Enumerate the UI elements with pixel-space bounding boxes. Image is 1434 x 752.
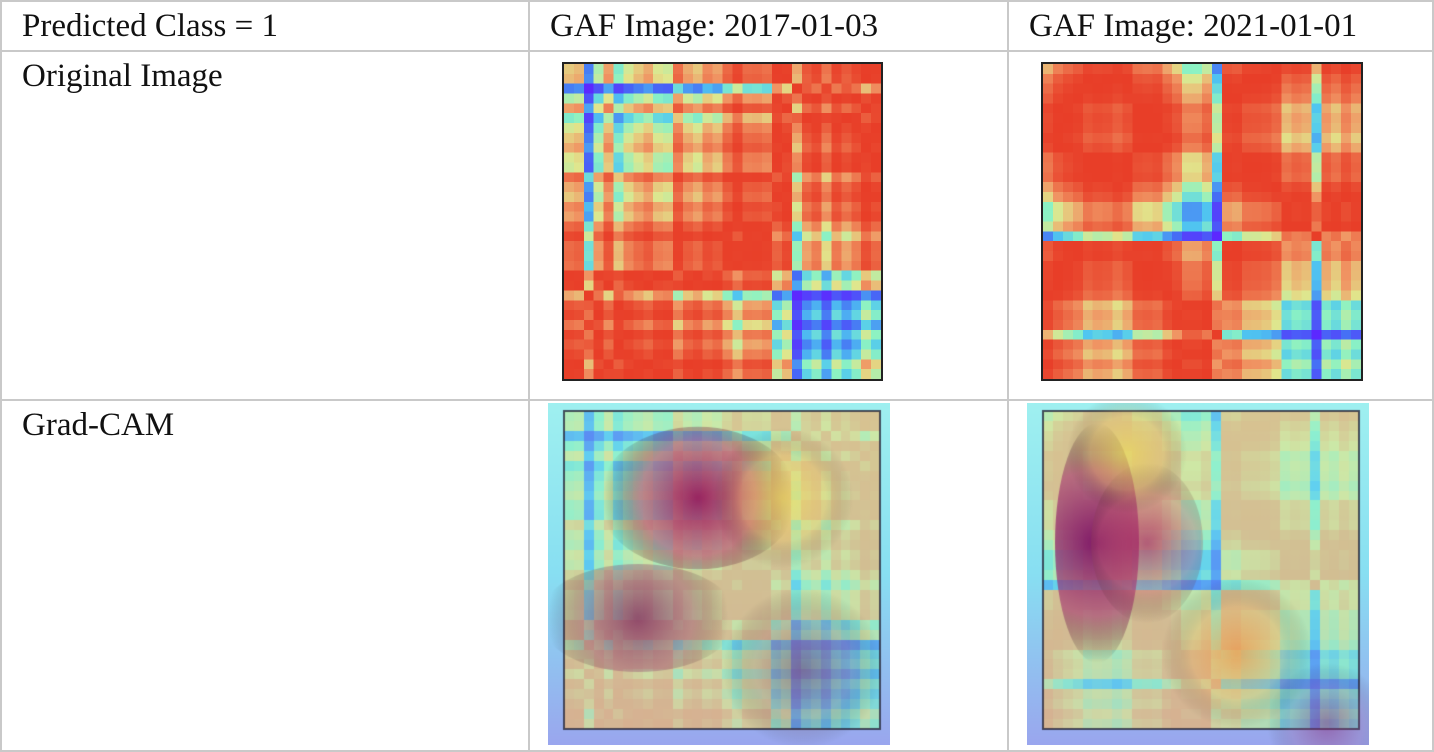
gradcam-2021-cell xyxy=(1007,399,1434,752)
row-label-cell-gradcam: Grad-CAM xyxy=(0,399,530,752)
gaf-heatmap-2017-image xyxy=(562,62,883,381)
gaf-2017-heading: GAF Image: 2017-01-03 xyxy=(550,8,879,44)
header-cell-label: Predicted Class = 1 xyxy=(0,0,530,52)
gaf-2021-heading: GAF Image: 2021-01-01 xyxy=(1029,8,1358,44)
header-cell-2021: GAF Image: 2021-01-01 xyxy=(1007,0,1434,52)
gradcam-overlay-2021-image xyxy=(1027,403,1369,745)
gradcam-2017-cell xyxy=(528,399,1009,752)
gaf-heatmap-2021-image xyxy=(1041,62,1363,381)
original-2021-cell xyxy=(1007,50,1434,401)
gradcam-label: Grad-CAM xyxy=(22,407,175,443)
gradcam-row: Grad-CAM xyxy=(0,399,1434,752)
predicted-class-label: Predicted Class = 1 xyxy=(22,8,278,44)
original-2017-cell xyxy=(528,50,1009,401)
row-label-cell-original: Original Image xyxy=(0,50,530,401)
original-image-label: Original Image xyxy=(22,58,223,94)
gradcam-overlay-2017-image xyxy=(548,403,890,745)
header-cell-2017: GAF Image: 2017-01-03 xyxy=(528,0,1009,52)
original-image-row: Original Image xyxy=(0,50,1434,401)
header-row: Predicted Class = 1 GAF Image: 2017-01-0… xyxy=(0,0,1434,52)
